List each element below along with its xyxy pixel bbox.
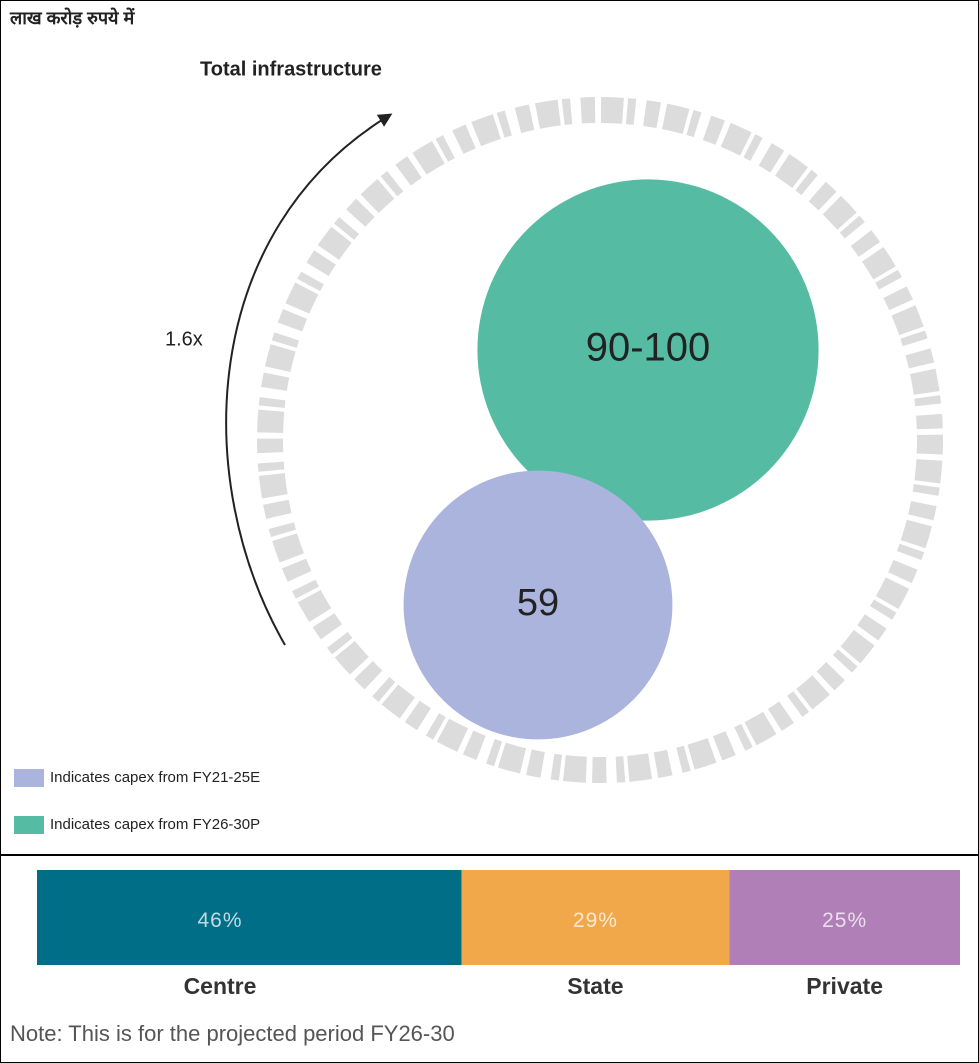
bar-segment xyxy=(37,870,462,965)
growth-arrow xyxy=(225,113,393,646)
bubble xyxy=(403,470,673,740)
note: Note: This is for the projected period F… xyxy=(10,1021,455,1046)
value-label: 46% xyxy=(197,909,242,932)
city-ring xyxy=(257,97,943,783)
legend-swatch xyxy=(14,769,44,787)
annotation: 1.6x xyxy=(165,328,203,350)
category-label: State xyxy=(567,973,623,999)
bubble xyxy=(477,179,819,521)
heading: लाख करोड़ रुपये में xyxy=(9,7,135,28)
bar-segment xyxy=(461,870,730,965)
category-label: Private xyxy=(806,973,883,999)
category-label: Centre xyxy=(184,973,257,999)
bubble-label: 59 xyxy=(517,582,559,624)
chart-title: Total infrastructure xyxy=(200,58,382,80)
legend-label: Indicates capex from FY21-25E xyxy=(50,769,260,786)
legend-swatch xyxy=(14,816,44,834)
bar-segment xyxy=(729,870,960,965)
value-label: 29% xyxy=(573,909,618,932)
legend-label: Indicates capex from FY26-30P xyxy=(50,816,260,833)
bubble-label: 90-100 xyxy=(586,326,711,370)
value-label: 25% xyxy=(822,909,867,932)
